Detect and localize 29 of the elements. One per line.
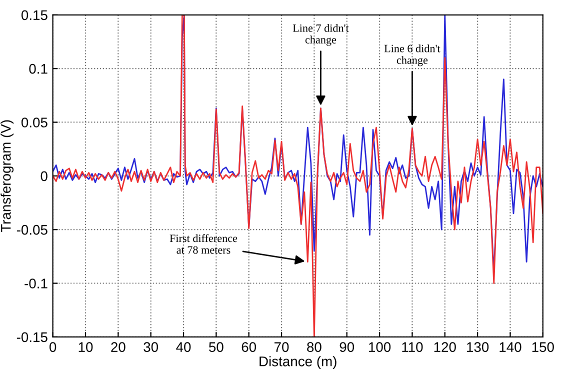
x-tick-label: 20 — [111, 342, 126, 352]
x-tick-label: 70 — [274, 342, 289, 352]
y-tick-label: 0.05 — [21, 118, 48, 128]
y-tick-label: -0.15 — [16, 332, 48, 342]
x-tick-label: 150 — [532, 342, 554, 352]
y-tick-label: -0.05 — [16, 224, 48, 235]
annotation: First difference at 78 meters — [170, 234, 238, 254]
x-tick-label: 110 — [402, 342, 423, 352]
annotation: Line 7 didn't change — [292, 24, 349, 46]
y-tick-label: 0.1 — [29, 64, 48, 74]
x-tick-label: 50 — [209, 342, 224, 352]
x-tick-label: 80 — [307, 342, 322, 352]
line-series — [52, 14, 543, 337]
x-tick-label: 0 — [50, 342, 56, 352]
x-tick-label: 130 — [467, 342, 489, 352]
y-axis-title: Transferogram (V) — [0, 120, 14, 232]
x-tick-label: 90 — [340, 342, 354, 352]
x-tick-label: 120 — [434, 342, 456, 352]
x-tick-label: 60 — [242, 342, 256, 352]
annotation: Line 6 didn't change — [384, 44, 440, 66]
x-tick-label: 40 — [176, 342, 191, 352]
x-tick-label: 100 — [369, 342, 391, 352]
x-tick-label: 30 — [144, 342, 158, 352]
y-tick-label: -0.1 — [24, 278, 48, 288]
y-tick-label: 0.15 — [21, 10, 48, 20]
x-axis-title: Distance (m) — [260, 356, 336, 370]
x-tick-label: 140 — [500, 342, 522, 352]
y-tick-label: 0 — [40, 171, 48, 182]
x-tick-label: 10 — [78, 342, 93, 352]
